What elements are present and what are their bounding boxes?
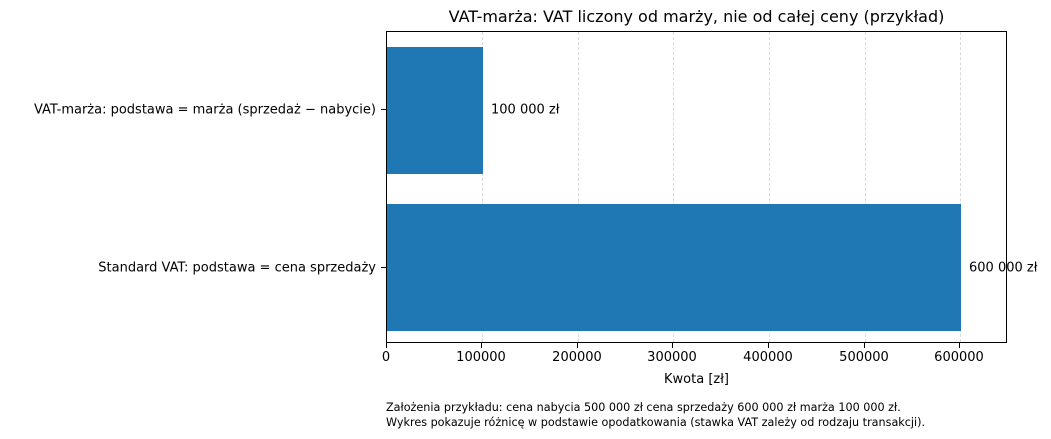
bar-value-label: 100 000 zł bbox=[491, 102, 560, 118]
chart-title: VAT-marża: VAT liczony od marży, nie od … bbox=[448, 7, 945, 26]
footnote-line: Wykres pokazuje różnicę w podstawie opod… bbox=[386, 416, 926, 429]
footnote-line: Założenia przykładu: cena nabycia 500 00… bbox=[386, 401, 901, 414]
gridline bbox=[769, 32, 770, 342]
gridline bbox=[960, 32, 961, 342]
x-tick-label: 0 bbox=[381, 350, 391, 365]
x-tick bbox=[481, 343, 482, 348]
x-tick bbox=[959, 343, 960, 348]
x-tick-label: 600000 bbox=[934, 350, 984, 365]
bar-vat-marza bbox=[387, 47, 483, 174]
bar-standard-vat bbox=[387, 204, 961, 331]
x-tick bbox=[864, 343, 865, 348]
gridline bbox=[482, 32, 483, 342]
plot-area: 100 000 zł 600 000 zł bbox=[386, 31, 1037, 343]
x-tick-label: 200000 bbox=[552, 350, 602, 365]
x-tick-label: 500000 bbox=[839, 350, 889, 365]
x-tick-label: 300000 bbox=[647, 350, 697, 365]
x-tick bbox=[768, 343, 769, 348]
gridline bbox=[865, 32, 866, 342]
x-tick-label: 100000 bbox=[456, 350, 506, 365]
x-tick bbox=[386, 343, 387, 348]
x-axis-label: Kwota [zł] bbox=[664, 372, 729, 387]
gridline bbox=[673, 32, 674, 342]
x-tick-label: 400000 bbox=[743, 350, 793, 365]
y-tick-label: Standard VAT: podstawa = cena sprzedaży bbox=[98, 260, 376, 276]
x-tick bbox=[577, 343, 578, 348]
x-tick bbox=[672, 343, 673, 348]
bar-value-label: 600 000 zł bbox=[969, 260, 1038, 276]
footnote: Założenia przykładu: cena nabycia 500 00… bbox=[386, 400, 925, 430]
gridline bbox=[578, 32, 579, 342]
y-tick bbox=[381, 109, 386, 110]
y-tick bbox=[381, 267, 386, 268]
y-tick-label: VAT-marża: podstawa = marża (sprzedaż − … bbox=[33, 102, 376, 118]
